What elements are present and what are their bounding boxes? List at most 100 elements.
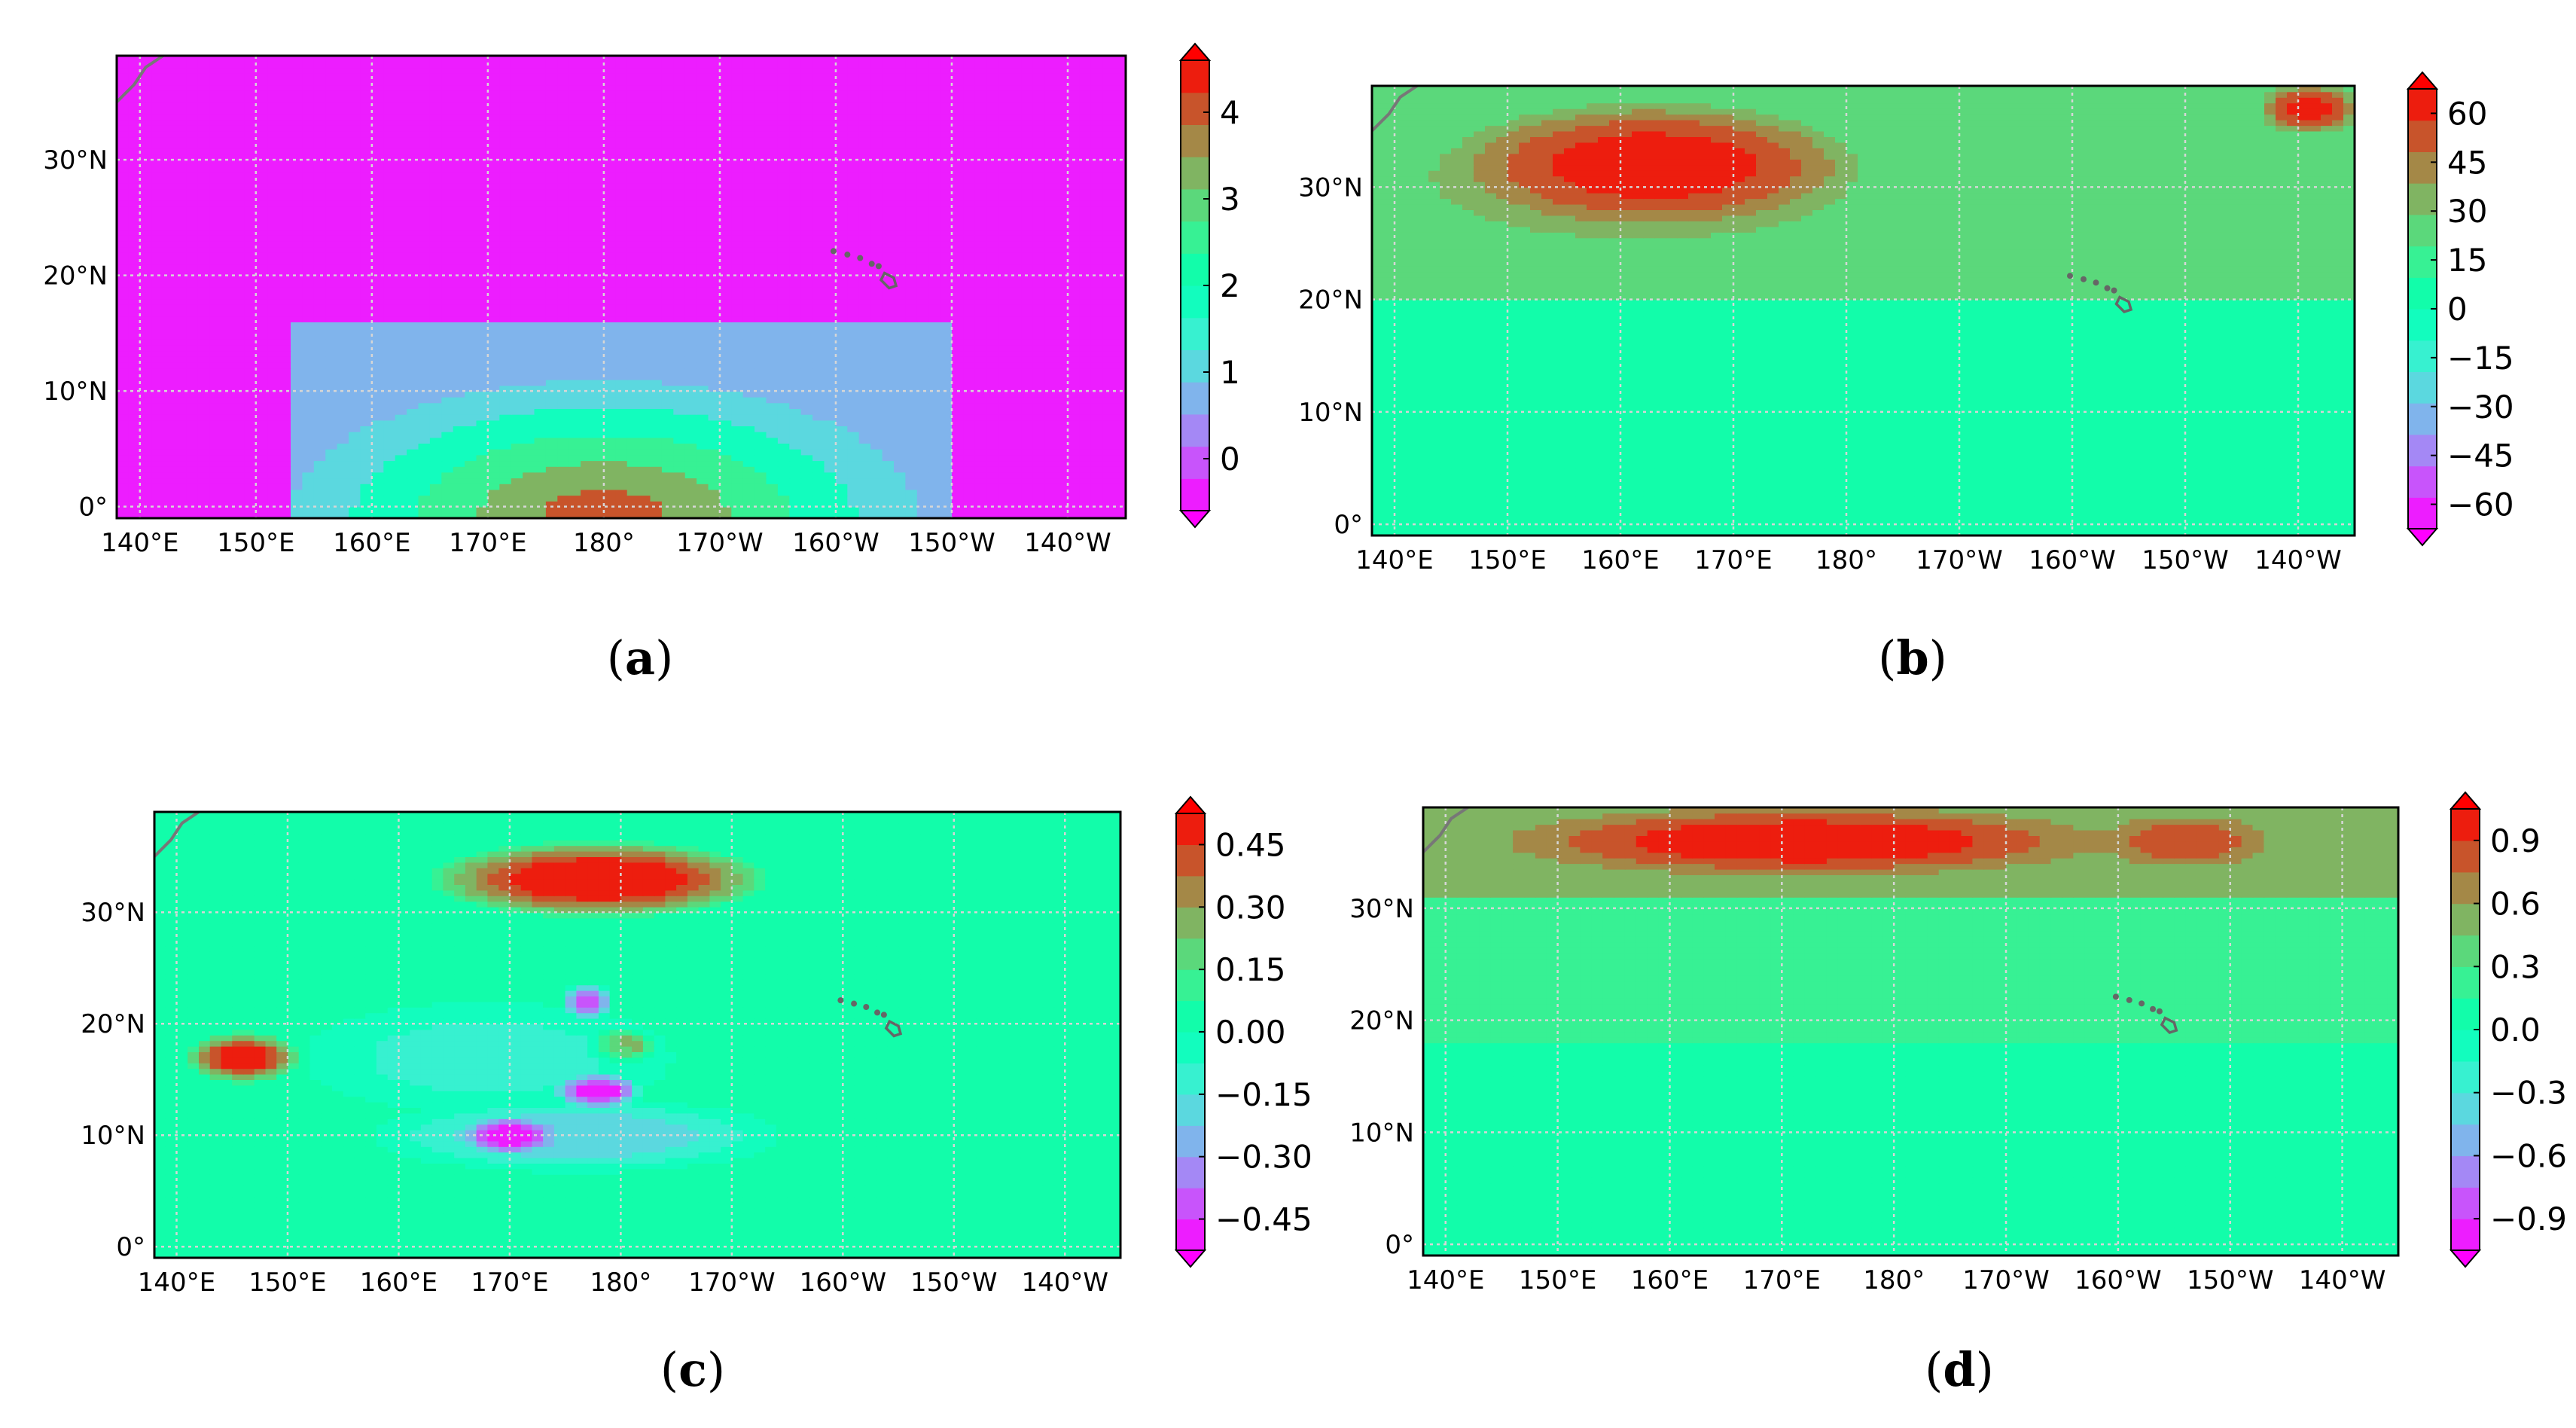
field-cell: [557, 188, 570, 195]
field-cell: [279, 408, 291, 415]
field-cell: [534, 391, 547, 398]
field-cell: [233, 454, 245, 462]
field-cell: [1010, 471, 1023, 479]
field-cell: [1056, 396, 1069, 404]
field-cell: [1114, 391, 1126, 398]
field-cell: [1102, 188, 1115, 195]
field-cell: [534, 333, 547, 340]
field-cell: [244, 368, 257, 374]
field-cell: [766, 408, 779, 415]
field-cell: [569, 344, 581, 352]
field-cell: [835, 310, 849, 317]
field-cell: [789, 443, 802, 450]
field-cell: [511, 298, 523, 305]
field-cell: [847, 489, 860, 496]
field-cell: [557, 281, 570, 288]
field-cell: [870, 327, 883, 334]
field-cell: [186, 292, 199, 300]
field-cell: [163, 391, 175, 398]
field-cell: [360, 188, 373, 195]
field-cell: [244, 448, 257, 456]
field-cell: [615, 292, 628, 300]
field-cell: [974, 304, 987, 311]
field-cell: [684, 402, 697, 409]
field-cell: [395, 333, 407, 340]
field-cell: [742, 495, 755, 502]
field-cell: [395, 200, 407, 207]
field-cell: [673, 478, 686, 484]
field-cell: [661, 426, 675, 432]
field-cell: [1010, 252, 1023, 259]
field-cell: [812, 252, 825, 259]
field-cell: [418, 362, 431, 369]
field-cell: [673, 426, 686, 432]
field-cell: [581, 471, 593, 479]
field-cell: [499, 413, 512, 421]
field-cell: [441, 287, 454, 294]
field-cell: [128, 194, 141, 201]
field-cell: [697, 471, 709, 479]
field-cell: [708, 385, 721, 392]
field-cell: [476, 362, 489, 369]
field-cell: [894, 402, 907, 409]
field-cell: [163, 431, 175, 438]
field-cell: [1090, 246, 1103, 253]
field-cell: [441, 310, 454, 317]
field-cell: [371, 194, 385, 201]
field-cell: [1068, 454, 1081, 462]
field-cell: [418, 223, 431, 230]
field-cell: [209, 420, 222, 426]
field-cell: [731, 246, 744, 253]
field-cell: [349, 212, 361, 218]
field-cell: [186, 402, 199, 409]
field-cell: [337, 327, 349, 334]
field-cell: [684, 471, 697, 479]
field-cell: [812, 298, 825, 305]
field-cell: [777, 234, 791, 242]
field-cell: [325, 246, 338, 253]
field-cell: [371, 460, 385, 467]
field-cell: [128, 333, 141, 340]
field-cell: [429, 489, 443, 496]
field-cell: [998, 448, 1011, 456]
field-cell: [175, 310, 187, 317]
field-cell: [661, 350, 675, 357]
field-cell: [1079, 292, 1092, 300]
field-cell: [371, 212, 385, 218]
field-cell: [731, 188, 744, 195]
field-cell: [1056, 258, 1069, 265]
field-cell: [1021, 426, 1034, 432]
field-cell: [1056, 385, 1069, 392]
field-cell: [371, 234, 385, 242]
field-cell: [545, 501, 559, 508]
field-cell: [661, 234, 675, 242]
field-cell: [453, 316, 465, 322]
field-cell: [360, 420, 373, 426]
field-cell: [673, 333, 686, 340]
field-cell: [267, 465, 280, 473]
field-cell: [1032, 223, 1045, 230]
field-cell: [626, 454, 639, 462]
field-cell: [974, 465, 987, 473]
field-cell: [952, 460, 965, 467]
field-cell: [151, 350, 164, 357]
field-cell: [766, 495, 779, 502]
field-cell: [1090, 362, 1103, 369]
field-cell: [151, 200, 164, 207]
field-cell: [349, 379, 361, 386]
field-cell: [511, 356, 523, 363]
field-cell: [255, 379, 268, 386]
field-cell: [847, 437, 860, 444]
field-cell: [1044, 385, 1057, 392]
field-cell: [453, 379, 465, 386]
field-cell: [742, 200, 755, 207]
field-cell: [986, 368, 999, 374]
field-cell: [302, 465, 315, 473]
field-cell: [221, 471, 233, 479]
field-cell: [581, 234, 593, 242]
field-cell: [940, 489, 953, 496]
field-cell: [661, 194, 675, 201]
field-cell: [557, 310, 570, 317]
field-cell: [928, 258, 941, 265]
field-cell: [673, 448, 686, 456]
